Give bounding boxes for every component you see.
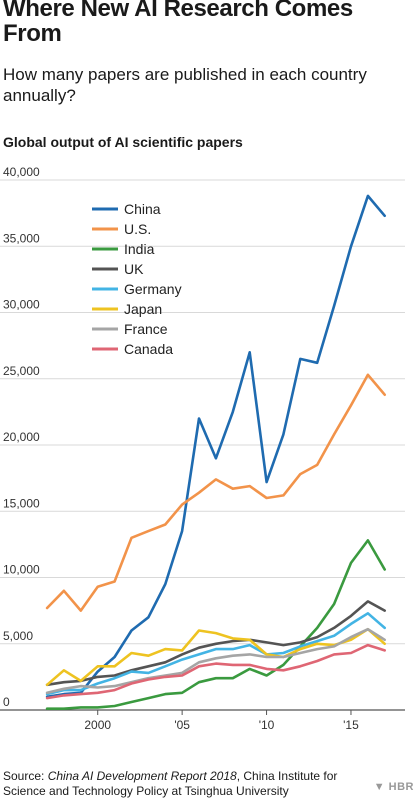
- y-tick-label: 30,000: [3, 298, 40, 312]
- x-tick-label: '15: [343, 718, 359, 732]
- legend-label: Japan: [124, 301, 162, 317]
- legend-label: India: [124, 241, 155, 257]
- series-line-germany: [45, 611, 387, 696]
- source-title: China AI Development Report 2018: [47, 769, 237, 783]
- y-tick-label: 25,000: [3, 364, 40, 378]
- y-axis-ticks: 0 5,000 10,000 15,000 20,000 25,000 30,000 35,0…: [3, 165, 40, 709]
- y-tick-label: 35,000: [3, 231, 40, 245]
- legend-label: Canada: [124, 341, 173, 357]
- x-tick-label: '10: [259, 718, 275, 732]
- page-title: Where New AI Research Comes From: [3, 0, 353, 47]
- x-tick-label: '05: [174, 718, 190, 732]
- legend-label: China: [124, 201, 161, 217]
- legend-label: Germany: [124, 281, 182, 297]
- series-line-canada: [45, 643, 387, 700]
- x-tick-label: 2000: [84, 718, 111, 732]
- y-tick-label: 20,000: [3, 430, 40, 444]
- source-rest: , China Institute for Science and Techno…: [3, 769, 338, 798]
- y-tick-label: 0: [3, 695, 10, 709]
- series-line-france: [45, 627, 387, 695]
- series-line-us: [45, 373, 387, 612]
- series-line-india: [45, 539, 387, 711]
- series-line-uk: [45, 600, 387, 687]
- hbr-shield-icon: ▼: [373, 781, 386, 793]
- series-lines: [45, 194, 387, 711]
- y-tick-label: 5,000: [3, 629, 33, 643]
- source-note: Source: China AI Development Report 2018…: [3, 769, 363, 799]
- x-axis-ticks: 2000 '05 '10 '15: [84, 710, 359, 732]
- source-prefix: Source:: [3, 769, 48, 783]
- legend-label: UK: [124, 261, 144, 277]
- y-tick-label: 15,000: [3, 496, 40, 510]
- hbr-logo-text: HBR: [388, 781, 414, 793]
- chart-title: Global output of AI scientific papers: [3, 134, 243, 150]
- grid-lines: [0, 179, 405, 711]
- page-subtitle: How many papers are published in each co…: [3, 65, 367, 105]
- legend: China U.S. India UK Germany Japan France Canada: [92, 201, 182, 357]
- y-tick-label: 40,000: [3, 165, 40, 179]
- legend-label: France: [124, 321, 168, 337]
- series-line-japan: [45, 627, 387, 687]
- legend-label: U.S.: [124, 221, 151, 237]
- series-line-china: [45, 194, 387, 699]
- hbr-logo: ▼ HBR: [374, 781, 414, 793]
- y-tick-label: 10,000: [3, 563, 40, 577]
- line-chart: 0 5,000 10,000 15,000 20,000 25,000 30,000 35,0…: [0, 165, 405, 732]
